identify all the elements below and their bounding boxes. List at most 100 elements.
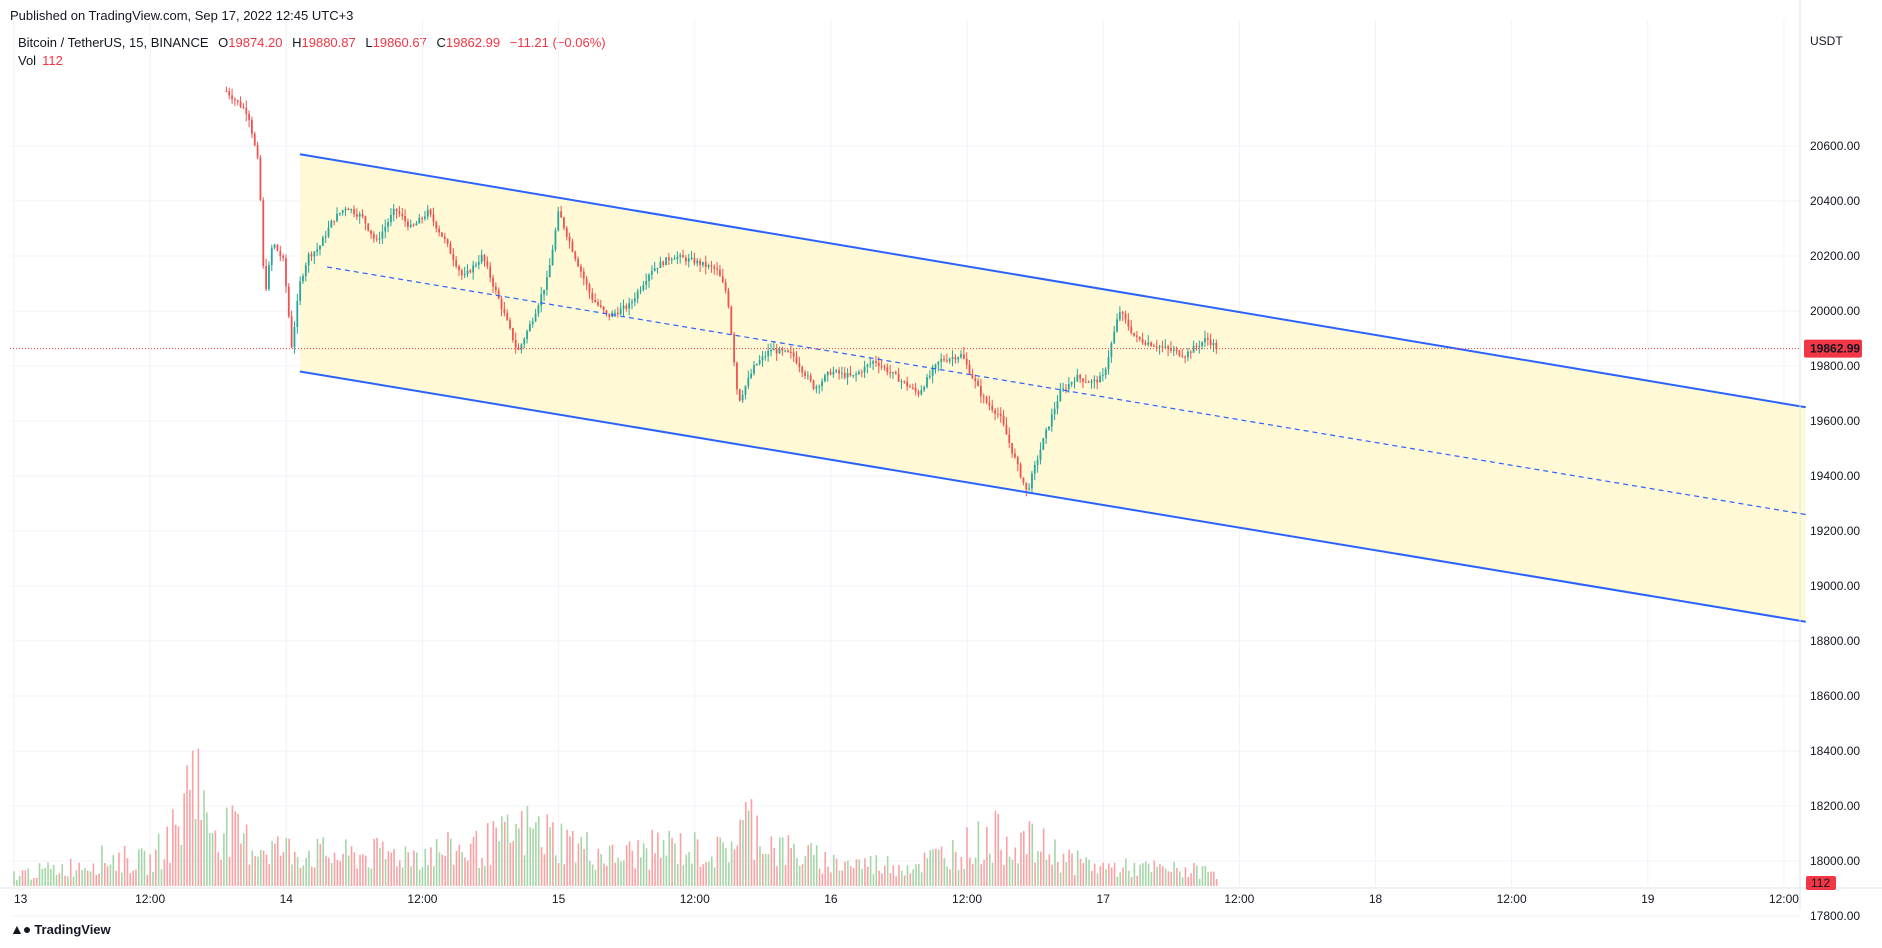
candle [883,364,886,371]
volume-bar [923,852,926,886]
volume-bar [807,845,810,886]
candle [560,205,562,218]
time-axis[interactable]: 13 12:00 14 12:00 15 12:00 16 12:00 17 12:00 18 12:… [14,892,1799,906]
volume-bar [739,819,741,886]
volume-bar [1062,853,1065,886]
volume-bar [790,847,792,886]
volume-bar [603,863,605,886]
close-label: C [436,35,446,50]
volume-bar [1003,865,1005,886]
volume-bar [356,868,359,886]
volume-bar [58,873,61,886]
candle [679,252,682,264]
volume-bar [333,852,336,886]
candle [1048,426,1050,431]
volume-bar [393,849,395,886]
volume-bar [279,855,282,886]
candle [1124,310,1127,324]
volume-bar [1008,856,1011,886]
candle [792,348,795,362]
volume-bar [438,852,441,886]
candle [687,253,690,268]
volume-bar [1068,849,1070,886]
candle [838,367,840,380]
tradingview-logo-icon: ▲● [10,921,31,937]
volume-bar [679,833,682,886]
candle [829,368,832,376]
volume-bar [546,814,549,886]
time-tick-label: 12:00 [407,892,437,906]
candle [758,355,761,366]
candle [1031,470,1033,494]
volume-bar [864,858,866,886]
volume-bar [495,827,497,886]
price-tick-label: 19400.00 [1810,469,1860,483]
candle [282,253,285,262]
volume-bar [855,859,858,886]
candle [1158,344,1161,355]
volume-bar [353,852,356,886]
candle [313,250,316,265]
price-axis[interactable]: 20600.00 20400.00 20200.00 20000.00 19800.00… [1810,139,1860,923]
volume-bar [1127,870,1130,886]
candle [262,197,265,269]
candle [1050,408,1053,432]
price-tick-label: 19000.00 [1810,579,1860,593]
symbol-name[interactable]: Bitcoin / TetherUS, 15, BINANCE [18,35,209,50]
candle [1147,335,1150,347]
candle [795,350,798,365]
tradingview-brand[interactable]: ▲● TradingView [10,921,111,937]
volume-bar [160,869,163,886]
volume-bar [909,873,912,886]
volume-bar [1133,862,1136,886]
candle [1028,483,1031,492]
candle [304,262,307,282]
volume-bar [767,854,770,886]
volume-bar [311,866,313,886]
volume-bar [140,848,143,886]
candle [412,223,415,227]
volume-bar [44,867,47,886]
volume-bar [501,816,503,886]
volume-bar [1031,823,1034,886]
channel-upper-line[interactable] [299,153,1806,409]
volume-bar [745,802,747,886]
volume-bar [929,850,931,886]
candle [1042,437,1045,450]
candle [724,278,727,294]
volume-bar [1028,821,1031,886]
candle [1113,325,1116,345]
volume-bar [276,836,279,886]
volume-bar [206,812,208,886]
volume-bar [1142,863,1144,886]
volume-bar [1119,872,1122,886]
candle [279,245,282,262]
channel-mid-line[interactable] [327,266,1806,516]
candle [500,295,503,317]
candle [506,309,509,321]
channel-lower-line[interactable] [299,370,1806,623]
last-volume-badge-text: 112 [1811,876,1830,890]
volume-bar [245,824,248,886]
candle [299,276,302,306]
candle [364,215,367,231]
candle [565,225,568,241]
candle [801,365,804,378]
candle [270,244,273,271]
volume-bar [926,858,929,886]
volume-bar [776,866,778,886]
candle [1019,462,1022,479]
candle [438,225,441,237]
candle [333,220,336,226]
volume-bar [830,872,832,886]
volume-bar [67,876,69,886]
volume-bar [373,838,376,886]
volume-bar [1201,866,1204,886]
volume-bar [1088,859,1090,886]
volume-bar [654,853,656,886]
volume-bar [84,868,86,886]
volume-bar [396,866,398,886]
volume-bar [475,830,478,886]
candle [761,350,764,367]
